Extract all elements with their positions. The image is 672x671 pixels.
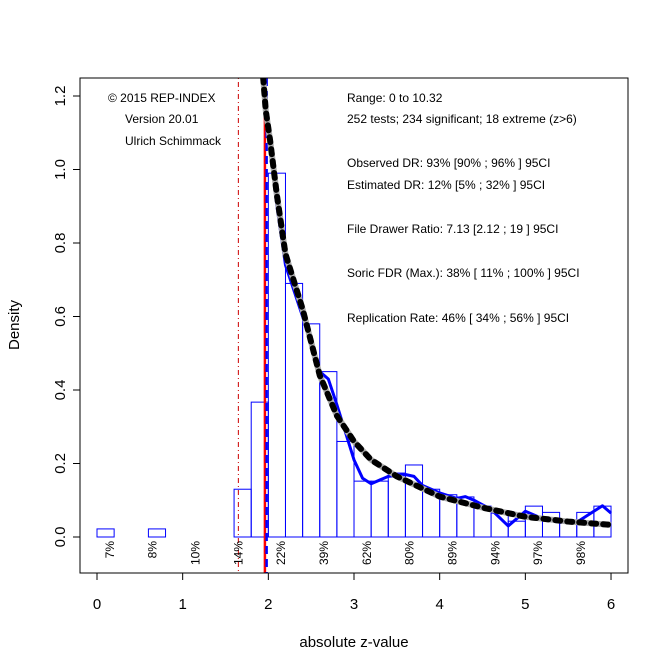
x-axis: 0 1 2 3 4 5 6 xyxy=(93,573,615,613)
x-tick-label: 3 xyxy=(350,596,358,613)
y-tick-label: 0.2 xyxy=(52,453,69,474)
histogram-bar xyxy=(284,282,304,538)
percent-label: 8% xyxy=(146,541,160,559)
stat-soric-fdr: Soric FDR (Max.): 38% [ 11% ; 100% ] 95C… xyxy=(347,266,580,280)
y-axis: 0.0 0.2 0.4 0.6 0.8 1.0 1.2 xyxy=(52,86,80,548)
percent-label: 97% xyxy=(531,541,545,565)
histogram-bars xyxy=(96,172,612,538)
y-tick-label: 0.4 xyxy=(52,380,69,401)
histogram-bar xyxy=(233,488,252,538)
stat-range: Range: 0 to 10.32 xyxy=(347,91,443,105)
x-tick-label: 1 xyxy=(178,596,186,613)
stat-replication-rate: Replication Rate: 46% [ 34% ; 56% ] 95CI xyxy=(347,311,569,325)
histogram-bar xyxy=(96,528,115,538)
stat-estimated-dr: Estimated DR: 12% [5% ; 32% ] 95CI xyxy=(347,178,545,192)
percent-label: 14% xyxy=(231,541,245,565)
credit-author: Ulrich Schimmack xyxy=(125,134,222,148)
y-axis-label: Density xyxy=(6,299,23,350)
y-tick-label: 0.8 xyxy=(52,233,69,254)
credit-version: Version 20.01 xyxy=(125,112,199,126)
statistics-annotations: Range: 0 to 10.32 252 tests; 234 signifi… xyxy=(347,91,580,325)
y-tick-label: 1.0 xyxy=(52,159,69,180)
x-tick-label: 2 xyxy=(264,596,272,613)
histogram-bar xyxy=(370,480,389,538)
percent-label: 89% xyxy=(446,541,460,565)
x-axis-label: absolute z-value xyxy=(299,634,408,651)
percent-label: 98% xyxy=(574,541,588,565)
threshold-lines xyxy=(237,78,268,573)
y-tick-label: 1.2 xyxy=(52,86,69,107)
y-tick-label: 0.6 xyxy=(52,306,69,327)
percent-label: 94% xyxy=(488,541,502,565)
percent-label: 80% xyxy=(403,541,417,565)
x-tick-label: 6 xyxy=(607,596,615,613)
histogram-bar xyxy=(387,472,406,538)
histogram-bar xyxy=(147,528,167,538)
percent-label: 62% xyxy=(360,541,374,565)
percent-labels: 7% 8% 10% 14% 22% 39% 62% 80% 89% 94% 97% 98% xyxy=(103,541,588,565)
model-curve xyxy=(260,78,612,528)
credits: © 2015 REP-INDEX Version 20.01 Ulrich Sc… xyxy=(108,91,222,148)
credit-copyright: © 2015 REP-INDEX xyxy=(108,91,216,105)
x-tick-label: 5 xyxy=(521,596,529,613)
histogram-bar xyxy=(353,480,372,538)
model-curve-dashed xyxy=(260,78,615,528)
percent-label: 10% xyxy=(189,541,203,565)
y-tick-label: 0.0 xyxy=(52,527,69,548)
x-tick-label: 4 xyxy=(436,596,444,613)
curves xyxy=(260,78,615,528)
x-tick-label: 0 xyxy=(93,596,101,613)
stat-tests: 252 tests; 234 significant; 18 extreme (… xyxy=(347,112,577,126)
percent-label: 39% xyxy=(317,541,331,565)
stat-file-drawer: File Drawer Ratio: 7.13 [2.12 ; 19 ] 95C… xyxy=(347,222,558,236)
stat-observed-dr: Observed DR: 93% [90% ; 96% ] 95CI xyxy=(347,156,550,170)
percent-label: 22% xyxy=(274,541,288,565)
percent-label: 7% xyxy=(103,541,117,559)
